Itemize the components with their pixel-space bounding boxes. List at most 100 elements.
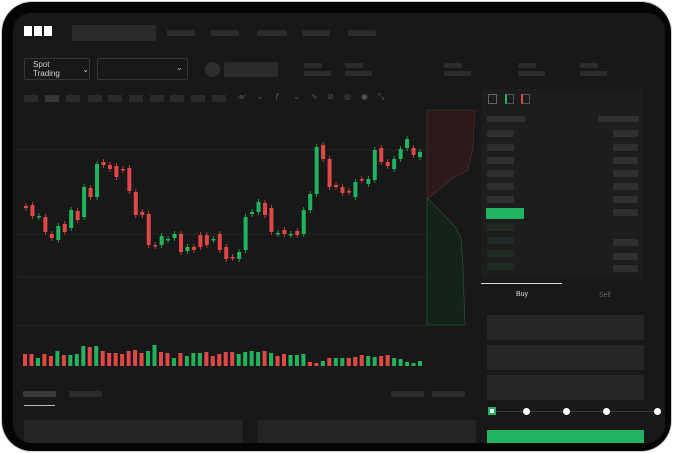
volume-bar xyxy=(158,352,163,366)
buy-button[interactable] xyxy=(487,430,644,443)
volume-bar xyxy=(94,346,99,366)
tab-buy[interactable]: Buy xyxy=(516,291,529,298)
interval-button[interactable] xyxy=(108,95,122,102)
okx-logo[interactable] xyxy=(24,26,52,36)
orderbook-asks-icon[interactable] xyxy=(521,94,530,104)
candle-body xyxy=(49,234,54,238)
chart-type-icon[interactable]: ⌄ xyxy=(257,92,264,101)
volume-bar xyxy=(204,352,209,366)
nav-item[interactable] xyxy=(257,30,287,36)
candle-body xyxy=(95,164,100,197)
candlestick-chart[interactable] xyxy=(13,108,483,373)
candle-body xyxy=(172,234,177,238)
stat-label xyxy=(444,63,462,68)
volume-bar xyxy=(152,345,157,366)
volume-bar xyxy=(398,359,403,366)
volume-bar xyxy=(275,356,280,366)
tab-open-orders[interactable] xyxy=(23,391,56,397)
settings-icon[interactable]: ◉ xyxy=(361,92,368,101)
header-search-placeholder[interactable] xyxy=(72,25,156,41)
candle-body xyxy=(179,234,184,252)
orderbook-bids-icon[interactable] xyxy=(505,94,514,104)
candle-body xyxy=(133,192,138,215)
ask-price xyxy=(487,196,514,203)
volume-bar xyxy=(294,355,299,366)
candle-body xyxy=(359,179,364,181)
candle-body xyxy=(166,239,171,241)
fullscreen-icon[interactable]: ⤡ xyxy=(378,92,385,101)
volume-bar xyxy=(61,355,66,366)
slider-stop-50[interactable] xyxy=(563,408,570,415)
function-icon[interactable]: ƒ xyxy=(275,92,280,101)
price-input[interactable] xyxy=(487,315,644,340)
candle-body xyxy=(411,148,416,155)
candle-body xyxy=(75,211,80,220)
interval-button[interactable] xyxy=(66,95,80,102)
amount-input[interactable] xyxy=(487,345,644,370)
interval-button[interactable] xyxy=(150,95,164,102)
candle-body xyxy=(243,217,248,250)
slider-stop-25[interactable] xyxy=(523,408,530,415)
candle-body xyxy=(159,236,164,245)
orderbook-header-amount xyxy=(598,116,639,122)
volume-bar xyxy=(146,351,151,366)
volume-bar xyxy=(23,354,27,366)
ask-amount xyxy=(613,183,638,190)
volume-bar xyxy=(191,353,196,366)
ask-amount xyxy=(613,196,638,203)
amount-slider[interactable] xyxy=(491,411,658,412)
slider-stop-75[interactable] xyxy=(603,408,610,415)
volume-bar xyxy=(372,357,377,366)
volume-bar xyxy=(359,355,364,366)
volume-bar xyxy=(184,356,189,366)
line-tool-icon[interactable]: ∿ xyxy=(311,92,318,101)
tab-order-history[interactable] xyxy=(69,391,102,397)
chevron-down-icon[interactable]: ⌄ xyxy=(293,92,300,101)
candle-body xyxy=(275,233,280,235)
orderbook-both-icon[interactable] xyxy=(488,94,497,104)
bid-amount xyxy=(613,239,638,246)
orderbook-header-price xyxy=(487,116,525,122)
volume-bar xyxy=(133,350,138,366)
volume-bar xyxy=(126,351,131,366)
candle-body xyxy=(334,185,339,187)
pair-selector-dropdown[interactable]: ⌄ xyxy=(97,58,188,80)
interval-button[interactable] xyxy=(170,95,184,102)
interval-button[interactable] xyxy=(24,95,38,102)
ask-price xyxy=(487,183,514,190)
interval-button[interactable] xyxy=(45,95,59,102)
market-type-dropdown[interactable]: Spot Trading ⌄ xyxy=(24,58,90,80)
candle-body xyxy=(405,139,410,148)
indicator-icon[interactable]: ⩘⩗ xyxy=(237,92,247,101)
ask-price xyxy=(487,130,514,137)
bid-amount xyxy=(613,253,638,260)
interval-button[interactable] xyxy=(212,95,226,102)
volume-bar xyxy=(171,358,176,366)
pair-name-placeholder xyxy=(224,62,278,77)
camera-icon[interactable]: ◎ xyxy=(344,92,351,101)
candle-body xyxy=(237,252,242,259)
buy-tab-indicator xyxy=(481,283,562,284)
tab-indicator xyxy=(24,405,55,406)
candle-body xyxy=(282,230,287,234)
nav-item[interactable] xyxy=(167,30,195,36)
candle-body xyxy=(43,217,48,232)
slider-handle[interactable] xyxy=(488,407,496,415)
filter-button[interactable] xyxy=(432,391,465,397)
interval-button[interactable] xyxy=(191,95,205,102)
volume-bar xyxy=(262,351,267,366)
tab-sell[interactable]: Sell xyxy=(599,292,611,299)
total-input[interactable] xyxy=(487,375,644,400)
candle-body xyxy=(185,247,190,251)
interval-button[interactable] xyxy=(88,95,102,102)
candle-body xyxy=(314,147,319,194)
brush-icon[interactable]: ⊘ xyxy=(327,92,334,101)
slider-stop-100[interactable] xyxy=(654,408,661,415)
filter-button[interactable] xyxy=(391,391,424,397)
volume-bar xyxy=(74,354,79,366)
interval-button[interactable] xyxy=(129,95,143,102)
nav-item[interactable] xyxy=(302,30,330,36)
volume-bar xyxy=(333,358,338,366)
nav-item[interactable] xyxy=(348,30,376,36)
nav-item[interactable] xyxy=(211,30,239,36)
